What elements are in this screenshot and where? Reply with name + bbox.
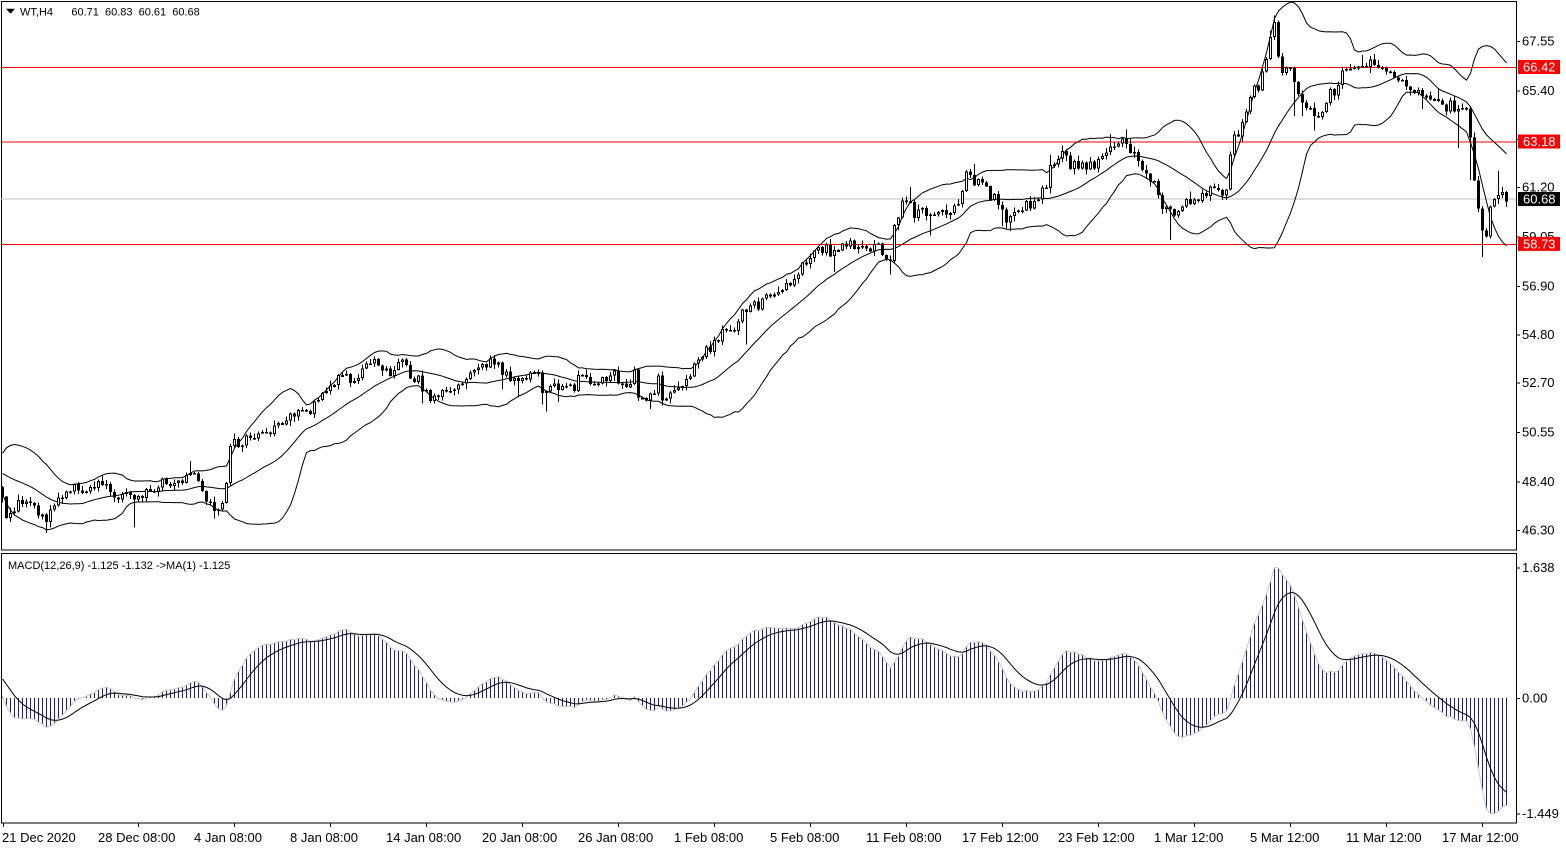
svg-text:4 Jan 08:00: 4 Jan 08:00	[194, 830, 262, 845]
svg-text:66.42: 66.42	[1523, 60, 1556, 75]
svg-text:58.73: 58.73	[1523, 237, 1556, 252]
svg-text:61.20: 61.20	[1522, 180, 1555, 195]
svg-text:21 Dec 2020: 21 Dec 2020	[2, 830, 76, 845]
svg-text:5 Feb 08:00: 5 Feb 08:00	[770, 830, 839, 845]
svg-text:54.80: 54.80	[1522, 327, 1555, 342]
svg-text:48.40: 48.40	[1522, 474, 1555, 489]
svg-text:8 Jan 08:00: 8 Jan 08:00	[290, 830, 358, 845]
svg-text:52.70: 52.70	[1522, 375, 1555, 390]
svg-text:0.00: 0.00	[1522, 691, 1547, 706]
svg-text:1 Mar 12:00: 1 Mar 12:00	[1154, 830, 1223, 845]
svg-text:67.55: 67.55	[1522, 34, 1555, 49]
svg-text:60.68: 60.68	[1523, 192, 1556, 207]
svg-text:-1.449: -1.449	[1522, 806, 1559, 821]
svg-text:14 Jan 08:00: 14 Jan 08:00	[386, 830, 461, 845]
svg-text:WT,H4 60.71 60.83 60.61: WT,H4 60.71 60.83 60.61 60.68	[20, 7, 200, 19]
svg-text:28 Dec 08:00: 28 Dec 08:00	[98, 830, 175, 845]
svg-text:23 Feb 12:00: 23 Feb 12:00	[1058, 830, 1135, 845]
svg-text:50.55: 50.55	[1522, 425, 1555, 440]
svg-text:1 Feb 08:00: 1 Feb 08:00	[674, 830, 743, 845]
svg-text:11 Mar 12:00: 11 Mar 12:00	[1346, 830, 1422, 845]
svg-text:63.18: 63.18	[1523, 134, 1556, 149]
svg-text:MACD(12,26,9) -1.125 -1.132 -: MACD(12,26,9) -1.125 -1.132 ->MA(1) -1.1…	[8, 560, 230, 572]
svg-text:65.40: 65.40	[1522, 83, 1555, 98]
svg-text:26 Jan 08:00: 26 Jan 08:00	[578, 830, 653, 845]
svg-text:17 Feb 12:00: 17 Feb 12:00	[962, 830, 1039, 845]
svg-text:11 Feb 08:00: 11 Feb 08:00	[866, 830, 942, 845]
svg-text:56.90: 56.90	[1522, 279, 1555, 294]
svg-text:20 Jan 08:00: 20 Jan 08:00	[482, 830, 557, 845]
svg-text:5 Mar 12:00: 5 Mar 12:00	[1250, 830, 1319, 845]
svg-text:46.30: 46.30	[1522, 522, 1555, 537]
svg-text:17 Mar 12:00: 17 Mar 12:00	[1442, 830, 1519, 845]
svg-text:1.638: 1.638	[1522, 560, 1555, 575]
